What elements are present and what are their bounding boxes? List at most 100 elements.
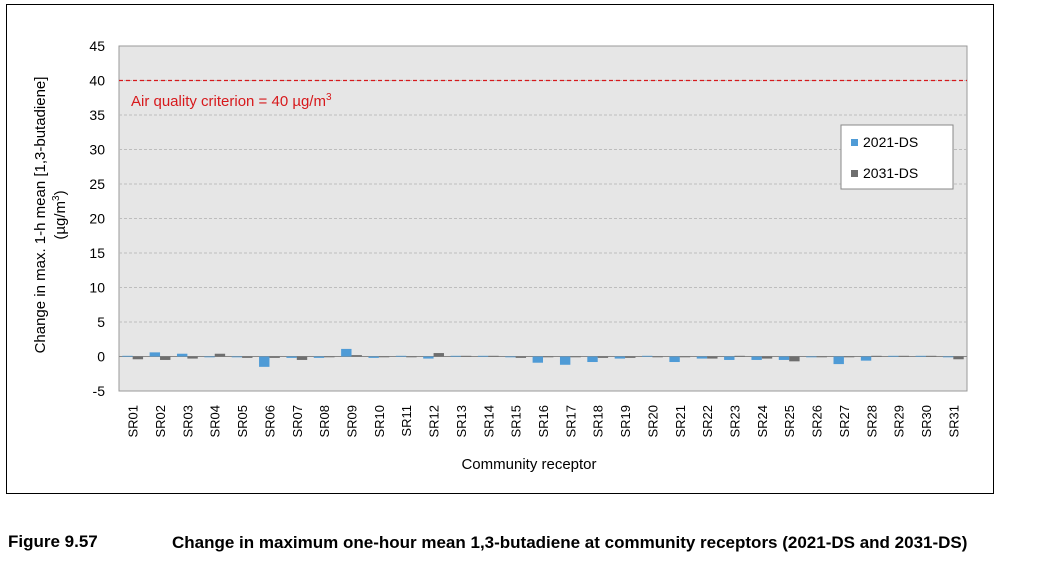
y-tick-label: -5 [93, 383, 106, 399]
bar-2031-sr02 [160, 356, 171, 360]
bar-2021-sr13 [450, 355, 461, 357]
x-tick-label: SR15 [509, 405, 524, 438]
bar-2031-sr20 [652, 356, 663, 358]
x-tick-label: SR08 [317, 405, 332, 438]
bar-2021-sr14 [477, 355, 489, 357]
bar-2021-sr27 [833, 356, 844, 365]
bar-2021-sr03 [176, 353, 188, 357]
y-tick-label: 15 [89, 245, 105, 261]
x-tick-label: SR13 [454, 405, 469, 438]
bar-2021-sr06 [259, 356, 270, 367]
x-tick-label: SR25 [782, 405, 797, 438]
bar-2031-sr13 [460, 355, 472, 357]
criterion-label-sup: 3 [326, 92, 332, 103]
bar-2031-sr12 [433, 353, 444, 357]
bar-2021-sr20 [642, 355, 653, 357]
y-tick-label: 5 [97, 314, 105, 330]
figure-label: Figure 9.57 [8, 532, 98, 551]
bar-2021-sr28 [860, 356, 872, 361]
bar-2021-sr09 [341, 348, 352, 357]
y-tick-label: 10 [89, 280, 105, 296]
x-tick-label: SR28 [864, 405, 879, 438]
bar-2031-sr24 [761, 356, 773, 359]
criterion-label-text: Air quality criterion = 40 µg/m3 [131, 92, 332, 110]
legend: 2021-DS 2031-DS [840, 124, 954, 190]
bar-2031-sr04 [214, 353, 226, 357]
bar-2021-sr15 [505, 356, 516, 358]
bar-2031-sr09 [351, 355, 362, 357]
x-tick-label: SR24 [755, 405, 770, 438]
bar-2031-sr06 [269, 356, 280, 358]
bar-2031-sr17 [570, 356, 581, 358]
x-tick-label: SR18 [591, 405, 606, 438]
y-tick-label: 35 [89, 107, 105, 123]
y-tick-label: 40 [89, 73, 105, 89]
bar-2031-sr03 [187, 356, 198, 359]
y-tick-label: 0 [97, 349, 105, 365]
x-tick-label: SR14 [481, 405, 496, 438]
bar-2021-sr25 [778, 356, 790, 360]
x-tick-label: SR07 [290, 405, 305, 438]
bar-2021-sr26 [806, 356, 817, 358]
bar-2031-sr31 [953, 356, 964, 360]
legend-box [840, 124, 954, 190]
bar-2021-sr05 [231, 356, 243, 358]
x-axis-label: Community receptor [461, 456, 596, 473]
bar-2031-sr10 [378, 356, 390, 358]
x-tick-label: SR30 [919, 405, 934, 438]
y-axis-unit-sup: 3 [51, 195, 62, 201]
bar-2031-sr28 [871, 355, 882, 357]
figure-caption: Change in maximum one-hour mean 1,3-buta… [172, 533, 968, 552]
y-axis-unit-suffix: ) [52, 190, 69, 195]
x-tick-label: SR16 [536, 405, 551, 438]
bar-2021-sr24 [751, 356, 762, 360]
x-tick-label: SR21 [673, 405, 688, 438]
bar-2031-sr05 [242, 356, 253, 358]
bar-2021-sr30 [915, 355, 926, 357]
bar-2021-sr12 [423, 356, 434, 359]
y-tick-label: 20 [89, 211, 105, 227]
x-tick-label: SR29 [892, 405, 907, 438]
legend-label-2021: 2021-DS [863, 134, 918, 150]
bar-2021-sr10 [368, 356, 379, 358]
bar-2021-sr23 [724, 356, 735, 360]
y-tick-label: 45 [89, 38, 105, 54]
bar-2031-sr15 [515, 356, 527, 358]
x-tick-label: SR31 [946, 405, 961, 438]
x-tick-label: SR26 [810, 405, 825, 438]
y-axis-unit-prefix: (µg/m [52, 201, 69, 240]
bar-2031-sr07 [296, 356, 308, 360]
chart-frame: -5 0 5 10 15 20 25 30 35 40 45 SR01 SR02 SR03 SR04 SR05… [6, 4, 994, 494]
x-tick-label: SR03 [180, 405, 195, 438]
bar-2031-sr18 [597, 356, 609, 358]
bar-2021-sr31 [942, 356, 954, 358]
criterion-label-main: Air quality criterion = 40 µg/m [131, 93, 326, 110]
bar-2031-sr22 [707, 356, 718, 359]
y-tick-label: 25 [89, 176, 105, 192]
legend-swatch-2031 [851, 170, 858, 177]
x-tick-label: SR19 [618, 405, 633, 438]
bar-2021-sr08 [313, 356, 325, 358]
plot-area: -5 0 5 10 15 20 25 30 35 40 45 SR01 SR02 SR03 SR04 SR05… [89, 38, 968, 438]
bar-2031-sr29 [898, 355, 910, 357]
x-tick-label: SR11 [399, 405, 414, 437]
bar-2021-sr19 [614, 356, 626, 359]
x-tick-label: SR04 [208, 405, 223, 438]
y-axis-label: Change in max. 1-h mean [1,3-butadiene] … [32, 77, 69, 354]
bar-2021-sr18 [587, 356, 598, 363]
bar-2031-sr14 [488, 355, 499, 357]
bar-2021-sr01 [122, 355, 133, 357]
x-tick-label: SR02 [153, 405, 168, 438]
x-tick-label: SR06 [262, 405, 277, 438]
bar-2031-sr26 [816, 356, 827, 358]
bar-2031-sr11 [406, 356, 417, 358]
x-tick-label: SR22 [700, 405, 715, 438]
bar-2021-sr07 [286, 356, 297, 358]
x-tick-label: SR01 [126, 405, 141, 438]
x-tick-label: SR17 [563, 405, 578, 438]
bar-2021-sr29 [888, 355, 899, 357]
bar-2031-sr23 [734, 355, 745, 357]
bar-2021-sr16 [532, 356, 543, 363]
bar-2021-sr02 [149, 352, 161, 357]
bar-2031-sr27 [843, 356, 855, 358]
